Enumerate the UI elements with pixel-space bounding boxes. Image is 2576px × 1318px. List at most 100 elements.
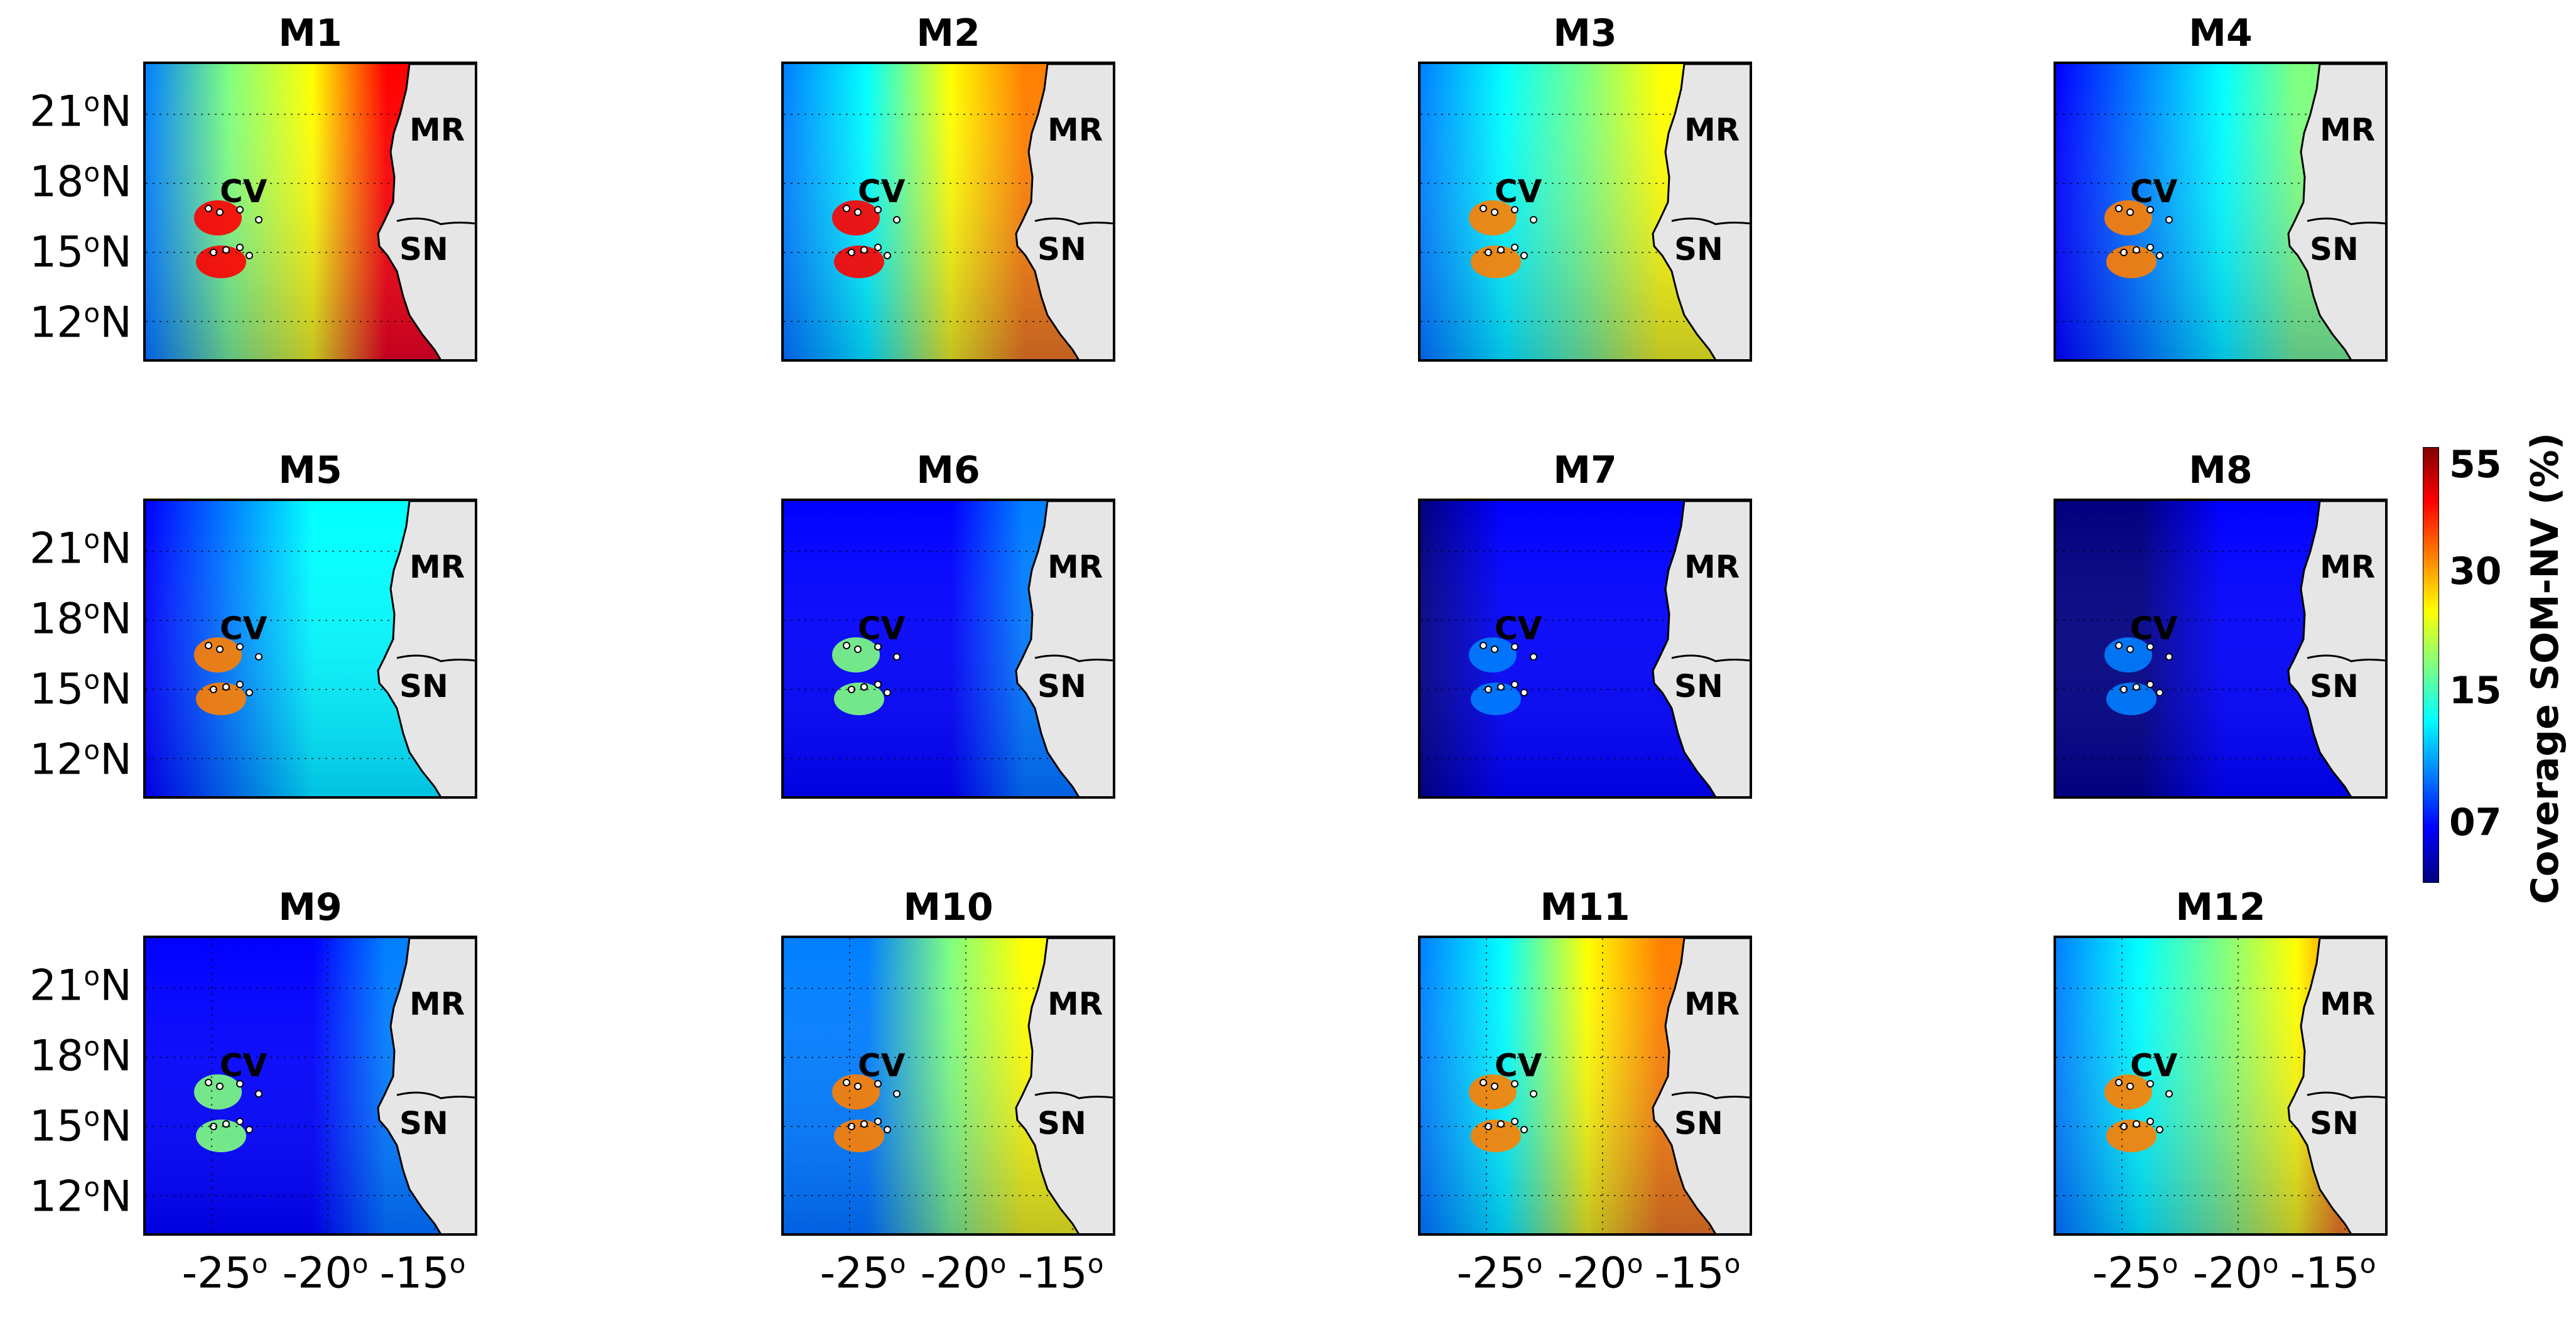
island-marker <box>1497 1120 1505 1128</box>
map-panel <box>143 936 477 1236</box>
map-panel <box>781 936 1115 1236</box>
island-marker <box>216 208 224 216</box>
island-marker <box>1480 1079 1487 1086</box>
island-marker <box>893 1090 901 1098</box>
island-marker <box>2156 689 2163 696</box>
island-marker <box>860 246 868 254</box>
island-marker <box>1511 206 1518 213</box>
lat-label: 15oN <box>29 227 132 278</box>
lon-label: -20o <box>1557 1248 1643 1299</box>
island-plume <box>1471 683 1521 715</box>
island-marker <box>1520 1126 1528 1133</box>
island-marker <box>2156 252 2163 259</box>
island-marker <box>216 645 224 653</box>
lat-label: 21oN <box>29 524 132 574</box>
island-marker <box>1511 643 1518 651</box>
lon-label: -15o <box>379 1248 466 1299</box>
map-panel <box>143 499 477 799</box>
island-marker <box>1530 216 1537 224</box>
island-marker <box>255 1090 262 1098</box>
island-marker <box>1520 689 1528 696</box>
island-marker <box>255 653 262 661</box>
panel-title: M10 <box>903 885 993 929</box>
island-marker <box>1480 642 1487 649</box>
land-mass <box>377 64 475 359</box>
island-marker <box>205 642 212 649</box>
lon-label: -15o <box>1654 1248 1741 1299</box>
coverage-map <box>2056 64 2385 359</box>
lon-label: -20o <box>2192 1248 2279 1299</box>
land-mass <box>1652 938 1750 1233</box>
island-plume <box>834 246 884 278</box>
region-label-sn: SN <box>1674 1105 1723 1142</box>
map-panel <box>2054 499 2388 799</box>
island-marker <box>1480 205 1487 212</box>
island-plume <box>196 1120 246 1152</box>
island-marker <box>2146 1118 2154 1125</box>
panel-title: M11 <box>1540 885 1630 929</box>
island-plume <box>834 683 884 715</box>
region-label-sn: SN <box>1674 231 1723 267</box>
region-label-sn: SN <box>2310 231 2359 267</box>
island-marker <box>2133 246 2140 254</box>
coverage-map <box>2056 501 2385 796</box>
border-line <box>1034 1091 1113 1099</box>
island-plume <box>1471 246 1521 278</box>
panel-title: M1 <box>278 11 342 55</box>
border-line <box>1034 217 1113 225</box>
island-marker <box>1497 683 1505 691</box>
lon-label: -25o <box>1456 1248 1543 1299</box>
border-line <box>1671 217 1750 225</box>
island-marker <box>2165 653 2173 661</box>
island-marker <box>2133 1120 2140 1128</box>
island-marker <box>236 681 244 688</box>
lon-label: -20o <box>920 1248 1007 1299</box>
coverage-map <box>1421 64 1750 359</box>
island-marker <box>874 1080 882 1088</box>
lat-label: 18oN <box>29 594 132 644</box>
region-label-mr: MR <box>2320 112 2376 148</box>
land-mass <box>1652 64 1750 359</box>
island-marker <box>2133 683 2140 691</box>
island-marker <box>246 252 253 259</box>
border-line <box>396 1091 475 1099</box>
island-marker <box>236 206 244 213</box>
island-marker <box>884 252 891 259</box>
region-label-mr: MR <box>1047 986 1103 1022</box>
region-label-sn: SN <box>2310 1105 2359 1142</box>
panel-title: M2 <box>916 11 980 55</box>
border-line <box>1034 654 1113 662</box>
island-marker <box>1530 653 1537 661</box>
region-label-cv: CV <box>1495 1047 1542 1084</box>
coverage-map <box>146 64 475 359</box>
island-marker <box>854 645 862 653</box>
island-marker <box>860 683 868 691</box>
island-marker <box>1530 1090 1537 1098</box>
lon-label: -20o <box>282 1248 369 1299</box>
coverage-map <box>2056 938 2385 1233</box>
region-label-mr: MR <box>409 112 465 148</box>
lon-label: -15o <box>1017 1248 1104 1299</box>
region-label-cv: CV <box>220 173 268 210</box>
land-mass <box>1652 501 1750 796</box>
region-label-sn: SN <box>399 1105 448 1142</box>
map-panel <box>143 62 477 362</box>
lat-label: 12oN <box>29 735 132 785</box>
island-marker <box>893 216 901 224</box>
region-label-cv: CV <box>220 610 268 647</box>
island-marker <box>205 1079 212 1086</box>
island-marker <box>1491 1083 1498 1090</box>
region-label-sn: SN <box>399 231 448 267</box>
region-label-mr: MR <box>1684 112 1740 148</box>
lat-label: 15oN <box>29 664 132 715</box>
colorbar-tick: 15 <box>2449 669 2502 713</box>
map-panel <box>781 62 1115 362</box>
lat-label: 18oN <box>29 1031 132 1081</box>
colorbar-gradient <box>2423 447 2439 883</box>
colorbar-tick: 30 <box>2449 549 2502 593</box>
border-line <box>2307 217 2385 225</box>
colorbar-tick: 55 <box>2449 443 2502 487</box>
island-marker <box>216 1083 224 1090</box>
region-label-mr: MR <box>2320 549 2376 585</box>
island-marker <box>2156 1126 2163 1133</box>
